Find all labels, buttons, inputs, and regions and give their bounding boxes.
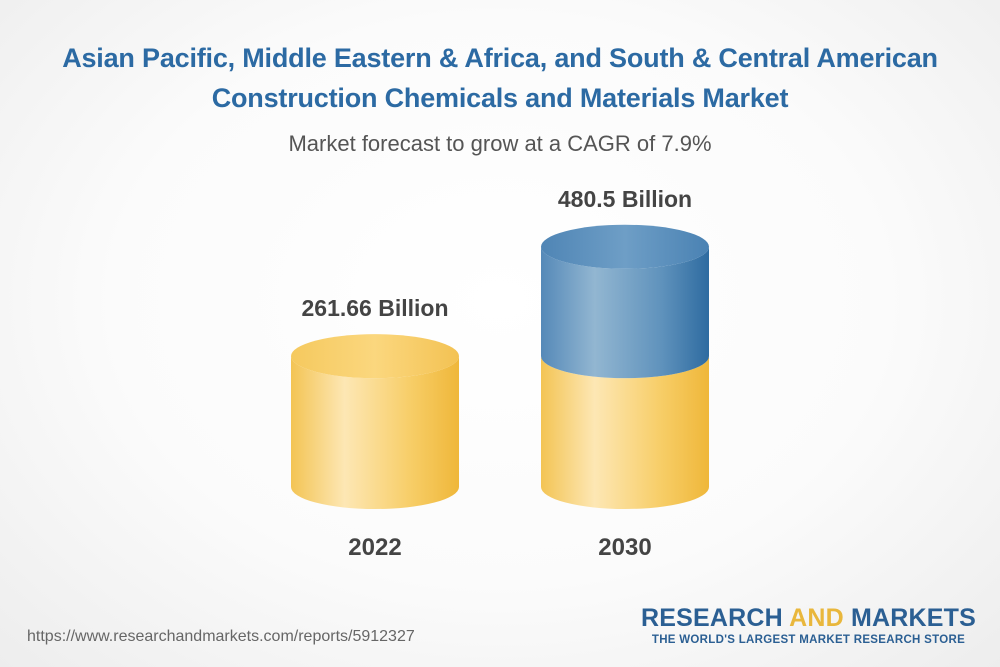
source-url[interactable]: https://www.researchandmarkets.com/repor… — [27, 628, 415, 645]
year-label-2030: 2030 — [598, 534, 651, 561]
chart-title: Asian Pacific, Middle Eastern & Africa, … — [62, 43, 938, 113]
chart-subtitle: Market forecast to grow at a CAGR of 7.9… — [288, 131, 712, 156]
brand-logo: RESEARCH AND MARKETS THE WORLD'S LARGEST… — [641, 604, 976, 648]
bar-2022 — [291, 356, 459, 509]
bar-growth-2030 — [541, 246, 709, 379]
bar-base-2030 — [541, 356, 709, 509]
bar-top-2030 — [541, 224, 709, 269]
bar-top-2022 — [291, 334, 459, 379]
year-label-2022: 2022 — [348, 534, 401, 561]
brand-name: RESEARCH AND MARKETS — [640, 604, 976, 632]
brand-tagline: THE WORLD'S LARGEST MARKET RESEARCH STOR… — [651, 634, 966, 646]
value-label-2022: 261.66 Billion — [301, 295, 448, 321]
value-label-2030: 480.5 Billion — [558, 186, 692, 212]
